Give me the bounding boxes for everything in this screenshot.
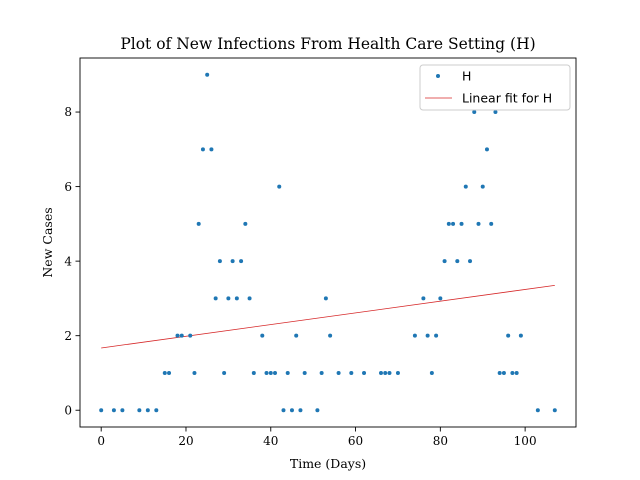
data-point	[277, 184, 282, 189]
data-point	[154, 408, 159, 413]
data-point	[145, 408, 150, 413]
x-tick-label: 20	[178, 434, 193, 448]
chart-title: Plot of New Infections From Health Care …	[120, 35, 535, 53]
data-point	[489, 221, 494, 226]
data-point	[213, 296, 218, 301]
data-point	[137, 408, 142, 413]
data-point	[328, 333, 333, 338]
data-point	[421, 296, 426, 301]
data-point	[273, 370, 278, 375]
data-point	[425, 333, 430, 338]
scatter-points	[99, 72, 557, 413]
data-point	[362, 370, 367, 375]
data-point	[451, 221, 456, 226]
data-point	[552, 408, 557, 413]
data-point	[217, 259, 222, 264]
data-point	[438, 296, 443, 301]
data-point	[298, 408, 303, 413]
data-point	[99, 408, 104, 413]
y-tick-label: 0	[64, 403, 72, 417]
data-point	[506, 333, 511, 338]
data-point	[472, 110, 477, 115]
y-tick-label: 4	[64, 254, 72, 268]
data-point	[175, 333, 180, 338]
x-tick-label: 100	[514, 434, 537, 448]
data-point	[378, 370, 383, 375]
x-axis-label: Time (Days)	[290, 456, 366, 471]
y-tick-label: 8	[64, 105, 72, 119]
data-point	[196, 221, 201, 226]
data-point	[442, 259, 447, 264]
data-point	[120, 408, 125, 413]
data-point	[294, 333, 299, 338]
data-point	[480, 184, 485, 189]
y-tick-label: 6	[64, 180, 72, 194]
data-point	[260, 333, 265, 338]
data-point	[167, 370, 172, 375]
data-point	[497, 370, 502, 375]
data-point	[209, 147, 214, 152]
data-point	[239, 259, 244, 264]
data-point	[251, 370, 256, 375]
data-point	[484, 147, 489, 152]
data-point	[459, 221, 464, 226]
data-point	[230, 259, 235, 264]
x-tick-label: 80	[433, 434, 448, 448]
data-point	[200, 147, 205, 152]
data-point	[319, 370, 324, 375]
legend-label-h: H	[462, 69, 471, 84]
plot-frame	[79, 57, 577, 428]
data-point	[468, 259, 473, 264]
y-tick-label: 2	[64, 329, 72, 343]
legend: H Linear fit for H	[419, 64, 571, 111]
data-point	[429, 370, 434, 375]
y-axis-ticks: 0 2 4 6 8	[64, 105, 80, 417]
data-point	[268, 370, 273, 375]
data-point	[446, 221, 451, 226]
data-point	[434, 333, 439, 338]
data-point	[222, 370, 227, 375]
data-point	[535, 408, 540, 413]
data-point	[510, 370, 515, 375]
legend-label-fit: Linear fit for H	[462, 91, 552, 106]
data-point	[315, 408, 320, 413]
data-point	[518, 333, 523, 338]
data-point	[349, 370, 354, 375]
legend-marker-h	[436, 74, 440, 78]
data-point	[455, 259, 460, 264]
data-point	[205, 72, 210, 77]
data-point	[179, 333, 184, 338]
data-point	[162, 370, 167, 375]
data-point	[323, 296, 328, 301]
data-point	[412, 333, 417, 338]
x-tick-label: 60	[348, 434, 363, 448]
data-point	[514, 370, 519, 375]
data-point	[188, 333, 193, 338]
y-axis-label: New Cases	[40, 207, 55, 277]
legend-box	[419, 64, 571, 111]
data-point	[234, 296, 239, 301]
x-axis-ticks: 0 20 40 60 80 100	[97, 427, 537, 448]
data-point	[111, 408, 116, 413]
data-point	[192, 370, 197, 375]
data-point	[336, 370, 341, 375]
data-point	[281, 408, 286, 413]
data-point	[387, 370, 392, 375]
data-point	[501, 370, 506, 375]
data-point	[247, 296, 252, 301]
data-point	[493, 110, 498, 115]
data-point	[289, 408, 294, 413]
data-point	[463, 184, 468, 189]
data-point	[383, 370, 388, 375]
data-point	[264, 370, 269, 375]
data-point	[243, 221, 248, 226]
data-point	[395, 370, 400, 375]
x-tick-label: 0	[97, 434, 105, 448]
data-point	[302, 370, 307, 375]
data-point	[476, 221, 481, 226]
x-tick-label: 40	[263, 434, 278, 448]
data-point	[226, 296, 231, 301]
data-point	[285, 370, 290, 375]
